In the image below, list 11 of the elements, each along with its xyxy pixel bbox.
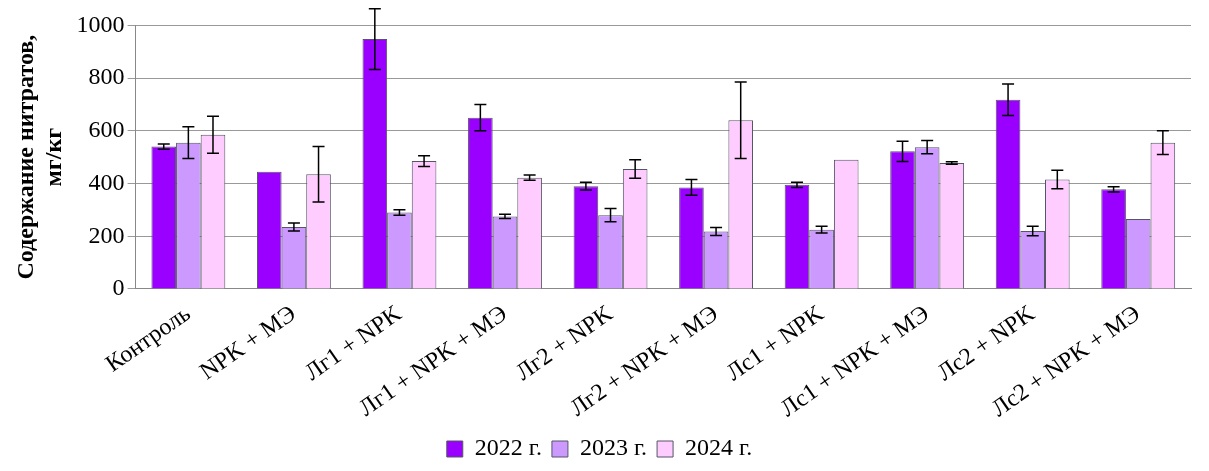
y-tick-label: 400 (88, 168, 125, 195)
legend-label: 2023 г. (579, 434, 648, 461)
y-tick-label: 600 (88, 116, 125, 143)
y-tick-label: 200 (88, 221, 125, 248)
y-tick-label: 800 (88, 63, 125, 90)
x-tick-label: NPK + МЭ (194, 299, 301, 385)
y-axis-title: Содержание нитратов, мг/кг (11, 34, 67, 280)
y-tick-label: 0 (112, 274, 125, 301)
legend-label: 2022 г. (474, 434, 542, 461)
y-tick-label: 1000 (76, 10, 125, 37)
legend-label: 2024 г. (685, 434, 753, 461)
